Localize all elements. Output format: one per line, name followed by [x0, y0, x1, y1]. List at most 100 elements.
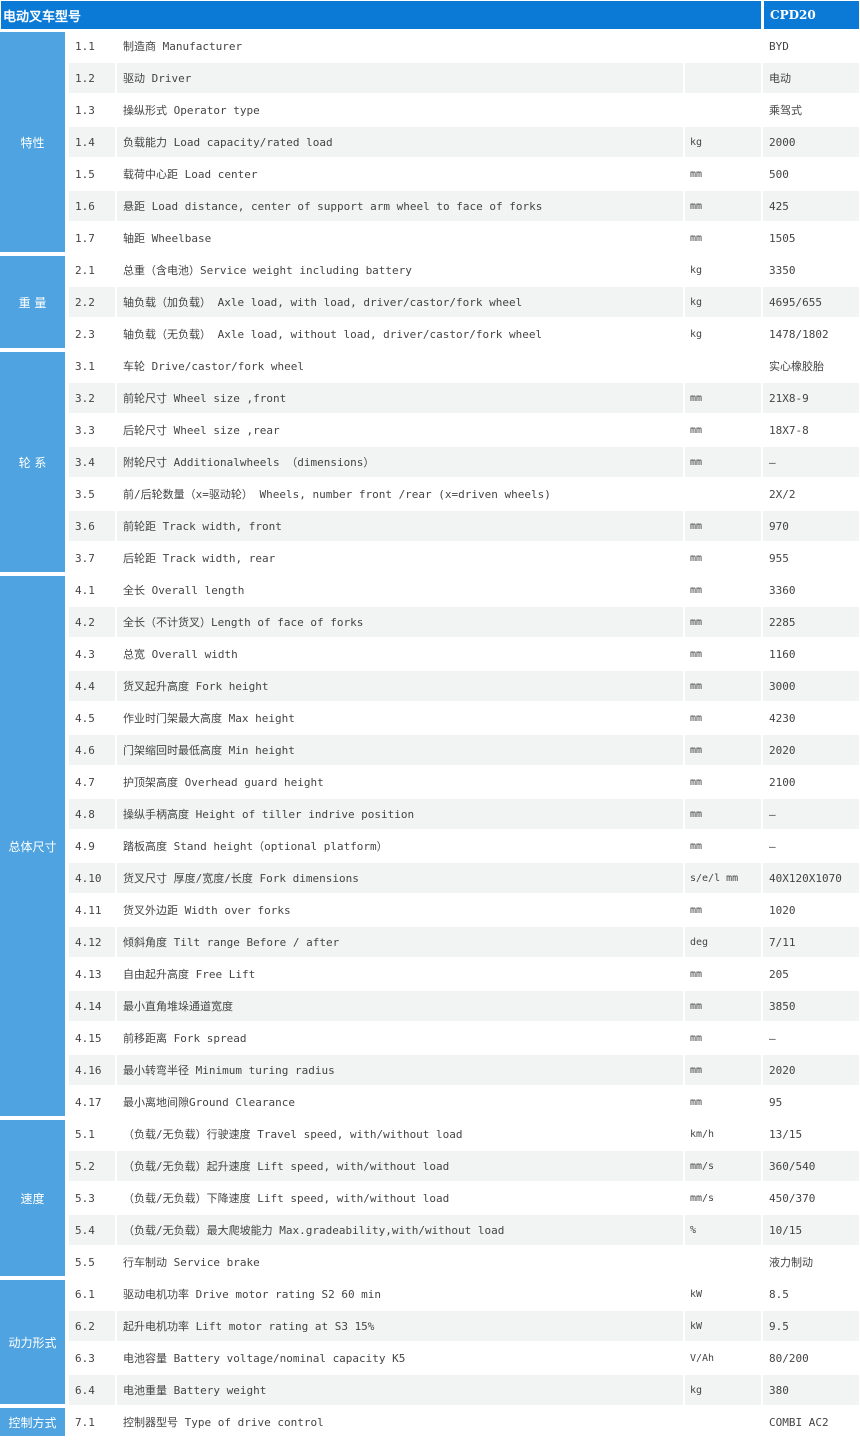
item-number: 1.7: [68, 222, 116, 254]
spec-row: 重 量 2.1 总重（含电池）Service weight including ba…: [0, 254, 860, 350]
item-value: 21X8-9: [762, 382, 860, 414]
item-value: 955: [762, 542, 860, 574]
item-description: 护顶架高度 Overhead guard height: [116, 766, 684, 798]
item-value: —: [762, 446, 860, 478]
item-unit: mm: [684, 702, 763, 734]
spec-row: 1.5 载荷中心距 Load center mm 500: [0, 158, 860, 190]
item-value: 425: [762, 190, 860, 222]
item-number: 5.4: [68, 1214, 116, 1246]
spec-row: 5.5 行车制动 Service brake 液力制动: [0, 1246, 860, 1278]
spec-row: 2.3 轴负载（无负载） Axle load, without load, dri…: [0, 318, 860, 350]
spec-row: 1.2 驱动 Driver 电动: [0, 62, 860, 94]
item-value: 360/540: [762, 1150, 860, 1182]
item-unit: mm: [684, 190, 763, 222]
item-value: BYD: [762, 30, 860, 62]
item-value: 3350: [762, 254, 860, 286]
spec-row: 3.2 前轮尺寸 Wheel size ,front mm 21X8-9: [0, 382, 860, 414]
category-cell: 轮 系: [0, 350, 68, 574]
model-name: CPD20: [762, 0, 860, 30]
item-number: 6.4: [68, 1374, 116, 1406]
item-unit: kg: [684, 1374, 763, 1406]
item-unit: %: [684, 1214, 763, 1246]
item-description: 最小离地间隙Ground Clearance: [116, 1086, 684, 1118]
item-number: 4.9: [68, 830, 116, 862]
item-description: 前轮尺寸 Wheel size ,front: [116, 382, 684, 414]
spec-row: 4.17 最小离地间隙Ground Clearance mm 95: [0, 1086, 860, 1118]
item-description: 操纵手柄高度 Height of tiller indrive position: [116, 798, 684, 830]
spec-row: 4.12 倾斜角度 Tilt range Before / after deg 7/1…: [0, 926, 860, 958]
spec-row: 4.8 操纵手柄高度 Height of tiller indrive posit…: [0, 798, 860, 830]
item-value: —: [762, 830, 860, 862]
item-unit: mm/s: [684, 1182, 763, 1214]
spec-row: 4.5 作业时门架最大高度 Max height mm 4230: [0, 702, 860, 734]
spec-row: 6.4 电池重量 Battery weight kg 380: [0, 1374, 860, 1406]
item-unit: [684, 1246, 763, 1278]
item-unit: mm: [684, 638, 763, 670]
item-number: 4.13: [68, 958, 116, 990]
item-unit: [684, 30, 763, 62]
item-unit: kg: [684, 318, 763, 350]
spec-row: 控制方式 7.1 控制器型号 Type of drive control COMBI …: [0, 1406, 860, 1438]
item-unit: km/h: [684, 1118, 763, 1150]
item-number: 1.5: [68, 158, 116, 190]
item-description: 操纵形式 Operator type: [116, 94, 684, 126]
item-number: 4.1: [68, 574, 116, 606]
spec-row: 5.3 （负载/无负载）下降速度 Lift speed, with/without…: [0, 1182, 860, 1214]
item-description: （负载/无负载）最大爬坡能力 Max.gradeability,with/wit…: [116, 1214, 684, 1246]
item-unit: deg: [684, 926, 763, 958]
item-description: 起升电机功率 Lift motor rating at S3 15%: [116, 1310, 684, 1342]
item-description: 后轮距 Track width, rear: [116, 542, 684, 574]
item-description: 附轮尺寸 Additionalwheels （dimensions）: [116, 446, 684, 478]
item-number: 3.4: [68, 446, 116, 478]
item-number: 3.2: [68, 382, 116, 414]
item-value: 2020: [762, 1054, 860, 1086]
item-number: 5.1: [68, 1118, 116, 1150]
item-value: COMBI AC2: [762, 1406, 860, 1438]
item-number: 4.11: [68, 894, 116, 926]
item-number: 4.17: [68, 1086, 116, 1118]
item-value: 4695/655: [762, 286, 860, 318]
item-unit: kg: [684, 254, 763, 286]
item-description: （负载/无负载）起升速度 Lift speed, with/without lo…: [116, 1150, 684, 1182]
spec-row: 1.4 负载能力 Load capacity/rated load kg 2000: [0, 126, 860, 158]
item-unit: [684, 350, 763, 382]
spec-row: 特性 1.1 制造商 Manufacturer BYD: [0, 30, 860, 254]
item-number: 3.7: [68, 542, 116, 574]
item-number: 4.12: [68, 926, 116, 958]
item-unit: mm: [684, 510, 763, 542]
item-number: 3.3: [68, 414, 116, 446]
item-number: 6.3: [68, 1342, 116, 1374]
item-number: 6.2: [68, 1310, 116, 1342]
item-description: 控制器型号 Type of drive control: [116, 1406, 684, 1438]
item-description: 电池重量 Battery weight: [116, 1374, 684, 1406]
spec-row: 4.6 门架缩回时最低高度 Min height mm 2020: [0, 734, 860, 766]
item-value: 40X120X1070: [762, 862, 860, 894]
item-number: 1.3: [68, 94, 116, 126]
item-unit: kg: [684, 126, 763, 158]
item-value: 1020: [762, 894, 860, 926]
item-value: 1478/1802: [762, 318, 860, 350]
item-unit: mm: [684, 158, 763, 190]
item-number: 1.4: [68, 126, 116, 158]
item-unit: mm: [684, 414, 763, 446]
spec-row: 3.3 后轮尺寸 Wheel size ,rear mm 18X7-8: [0, 414, 860, 446]
item-description: 行车制动 Service brake: [116, 1246, 684, 1278]
item-number: 2.2: [68, 286, 116, 318]
item-description: 负载能力 Load capacity/rated load: [116, 126, 684, 158]
item-description: （负载/无负载）行驶速度 Travel speed, with/without …: [116, 1118, 684, 1150]
item-number: 3.6: [68, 510, 116, 542]
item-description: 自由起升高度 Free Lift: [116, 958, 684, 990]
item-unit: mm: [684, 1022, 763, 1054]
item-unit: [684, 94, 763, 126]
item-unit: [684, 1406, 763, 1438]
item-number: 4.15: [68, 1022, 116, 1054]
spec-row: 6.2 起升电机功率 Lift motor rating at S3 15% kW 9…: [0, 1310, 860, 1342]
item-description: 作业时门架最大高度 Max height: [116, 702, 684, 734]
category-cell: 动力形式: [0, 1278, 68, 1406]
item-description: 驱动 Driver: [116, 62, 684, 94]
item-unit: mm: [684, 542, 763, 574]
item-number: 1.6: [68, 190, 116, 222]
item-unit: mm: [684, 446, 763, 478]
item-description: 载荷中心距 Load center: [116, 158, 684, 190]
item-number: 4.4: [68, 670, 116, 702]
